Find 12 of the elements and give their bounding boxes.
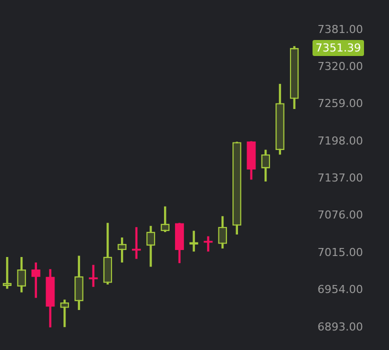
y-tick-label: 7137.00 — [318, 172, 364, 185]
candlestick — [2, 256, 12, 289]
candlestick — [88, 264, 98, 287]
y-tick-label: 6954.00 — [318, 283, 364, 296]
y-tick-label: 7259.00 — [318, 97, 364, 110]
y-tick-label: 7076.00 — [318, 208, 364, 222]
y-tick-label: 7381.00 — [318, 22, 364, 36]
y-tick-label: 7198.00 — [318, 134, 364, 148]
y-tick-label: 7015.00 — [318, 246, 364, 259]
y-tick-label: 6893.00 — [318, 320, 364, 334]
y-tick-label: 7320.00 — [318, 60, 364, 74]
text: 7351.39 — [316, 41, 362, 54]
